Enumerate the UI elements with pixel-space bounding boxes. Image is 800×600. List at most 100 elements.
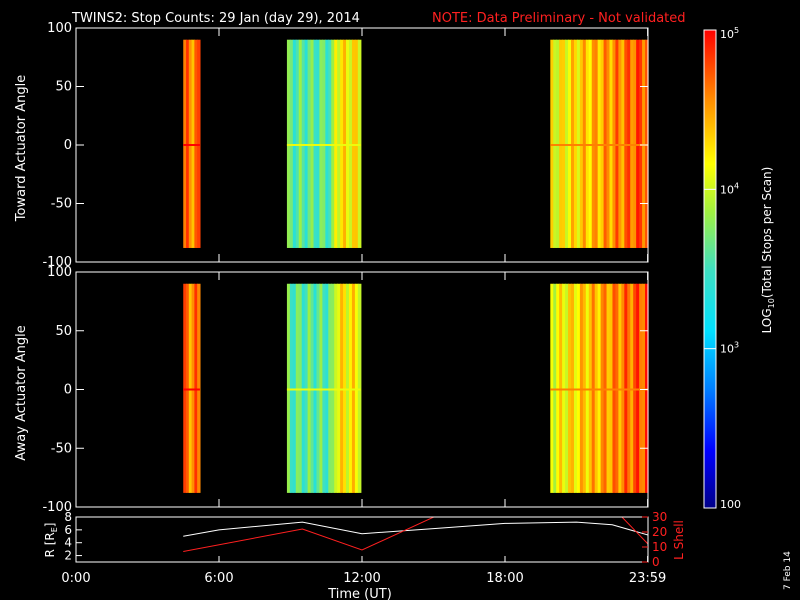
heatmap-cell [639,39,643,248]
heatmap-cell [618,39,622,248]
y-right-tick-label: 10 [652,540,667,554]
heatmap-cell [354,39,359,248]
heatmap-cell [325,283,329,493]
heatmap-block [550,283,649,493]
r-axis-label: R [RE] [43,523,59,558]
toward-ylabel: Toward Actuator Angle [14,75,29,222]
heatmap-cell [354,283,359,493]
heatmap-cell [582,283,587,493]
heatmap-cell [609,39,614,248]
heatmap-block [286,39,362,248]
heatmap-cell [633,39,637,248]
heatmap-cell [612,283,617,493]
heatmap-cell [600,283,605,493]
y-tick-label: 4 [64,536,72,550]
heatmap-cell [559,39,563,248]
heatmap-cell [568,39,572,248]
y-right-tick-label: 20 [652,525,667,539]
heatmap-cell [304,283,309,493]
preliminary-note: NOTE: Data Preliminary - Not validated [432,11,686,26]
heatmap-cell [322,39,326,248]
x-tick-label: 23:59 [629,571,666,586]
heatmap-cell [313,283,318,493]
heatmap-cell [594,39,599,248]
heatmap-cell [316,283,321,493]
heatmap-cell [627,283,631,493]
heatmap-cell [621,39,625,248]
y-tick-label: -50 [51,441,72,456]
y-tick-label: 50 [55,324,72,339]
heatmap-cell [553,39,557,248]
heatmap-cell [357,39,362,248]
heatmap-cell [351,283,356,493]
heatmap-cell [588,39,593,248]
heatmap-cell [576,283,581,493]
heatmap-cell [642,283,646,493]
heatmap-cell [351,39,356,248]
chart-title: TWINS2: Stop Counts: 29 Jan (day 29), 20… [71,11,360,26]
heatmap-cell [348,39,353,248]
x-tick-label: 0:00 [61,571,90,586]
heatmap-cell [188,39,193,248]
panel-frame [75,516,649,563]
orbit-lines [183,517,648,552]
heatmap-cell [295,39,300,248]
heatmap-cell [191,283,195,493]
heatmap-cell [340,39,344,248]
heatmap-cell [559,283,563,493]
colorbar-tick-label: 103 [720,341,739,356]
heatmap-cell [550,283,554,493]
y-tick-label: 6 [64,523,72,537]
heatmap-cell [194,39,198,248]
heatmap-cell [636,39,640,248]
heatmap-cell [286,39,291,248]
heatmap-cell [298,39,303,248]
heatmap-cell [594,283,599,493]
heatmap-cell [183,283,187,493]
heatmap-cell [322,283,326,493]
heatmap-cell [197,283,201,493]
heatmap-cell [612,39,617,248]
heatmap-cell [627,39,631,248]
heatmap-cell [562,39,566,248]
heatmap-cell [331,283,335,493]
heatmap-cell [571,283,575,493]
heatmap-cell [331,39,335,248]
heatmap-cell [304,39,309,248]
heatmap-cell [588,283,593,493]
heatmap-cell [565,39,569,248]
heatmap-cell [319,283,323,493]
heatmap-block [183,283,201,493]
toward-heatmap-panel: 100 50 0 -50 -100 [42,21,649,270]
heatmap-cell [194,283,198,493]
heatmap-cell [550,39,554,248]
heatmap-cell [597,283,602,493]
heatmap-cell [325,39,329,248]
heatmap-cell [621,283,625,493]
heatmap-cell [186,39,190,248]
l-shell-series-line [183,517,436,552]
heatmap-cell [603,283,608,493]
heatmap-cell [597,39,602,248]
l-shell-axis-label: L Shell [672,520,686,560]
colorbar-tick-label: 105 [720,26,739,41]
r-series-line [183,521,648,537]
heatmap-cell [585,283,590,493]
heatmap-cell [624,283,628,493]
heatmap-cell [188,283,193,493]
heatmap-cell [319,39,323,248]
heatmap-cell [348,283,353,493]
heatmap-cell [307,283,312,493]
colorbar-label: LOG10(Total Stops per Scan) [760,167,776,334]
heatmap-cell [316,39,321,248]
heatmap-cell [609,283,614,493]
heatmap-cell [292,39,297,248]
heatmap-cell [346,39,350,248]
heatmap-block [550,39,649,248]
heatmap-cell [357,283,362,493]
heatmap-cell [565,283,569,493]
heatmap-cell [615,283,619,493]
heatmap-cell [337,283,341,493]
heatmap-cell [633,283,637,493]
